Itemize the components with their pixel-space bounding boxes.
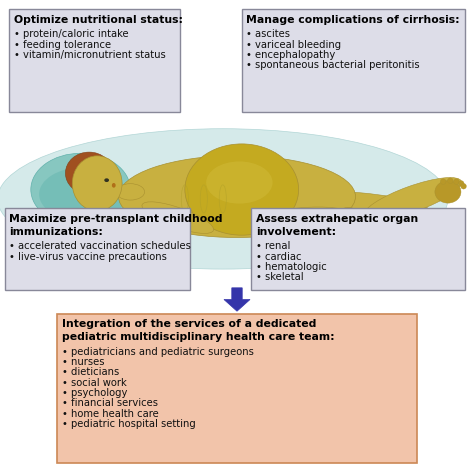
Ellipse shape (112, 183, 116, 188)
Text: • cardiac: • cardiac (256, 252, 301, 262)
Ellipse shape (0, 129, 448, 269)
Ellipse shape (458, 181, 464, 186)
FancyBboxPatch shape (57, 314, 417, 463)
Text: Maximize pre-transplant childhood: Maximize pre-transplant childhood (9, 214, 223, 224)
Ellipse shape (454, 179, 459, 184)
Text: involvement:: involvement: (256, 227, 336, 237)
Ellipse shape (65, 152, 113, 194)
Text: • pediatric hospital setting: • pediatric hospital setting (62, 419, 195, 429)
Text: • encephalopathy: • encephalopathy (246, 50, 336, 60)
Text: • dieticians: • dieticians (62, 367, 119, 377)
Ellipse shape (435, 181, 461, 203)
Text: • variceal bleeding: • variceal bleeding (246, 40, 342, 50)
Polygon shape (224, 288, 250, 311)
Ellipse shape (72, 156, 122, 211)
Circle shape (136, 214, 163, 240)
Text: • feeding tolerance: • feeding tolerance (14, 40, 111, 50)
Ellipse shape (254, 207, 348, 228)
Text: • protein/caloric intake: • protein/caloric intake (14, 29, 129, 39)
Text: Manage complications of cirrhosis:: Manage complications of cirrhosis: (246, 15, 460, 25)
Text: • renal: • renal (256, 241, 291, 251)
Ellipse shape (118, 155, 356, 237)
Ellipse shape (447, 178, 453, 183)
Ellipse shape (461, 183, 466, 189)
Text: immunizations:: immunizations: (9, 227, 103, 237)
Text: • vitamin/micronutrient status: • vitamin/micronutrient status (14, 50, 166, 60)
Ellipse shape (363, 177, 462, 220)
Ellipse shape (142, 202, 214, 234)
Ellipse shape (440, 179, 446, 184)
Text: Optimize nutritional status:: Optimize nutritional status: (14, 15, 183, 25)
Ellipse shape (31, 154, 130, 226)
Text: • accelerated vaccination schedules: • accelerated vaccination schedules (9, 241, 191, 251)
Text: Assess extrahepatic organ: Assess extrahepatic organ (256, 214, 418, 224)
FancyBboxPatch shape (242, 9, 465, 112)
Ellipse shape (104, 178, 109, 182)
Text: Integration of the services of a dedicated: Integration of the services of a dedicat… (62, 319, 316, 329)
Text: • financial services: • financial services (62, 398, 158, 408)
Ellipse shape (251, 191, 431, 226)
Text: • nurses: • nurses (62, 357, 104, 367)
Ellipse shape (116, 183, 145, 200)
Text: • live-virus vaccine precautions: • live-virus vaccine precautions (9, 252, 167, 262)
Circle shape (337, 207, 360, 231)
FancyBboxPatch shape (9, 9, 180, 112)
Text: • pediatricians and pediatric surgeons: • pediatricians and pediatric surgeons (62, 347, 254, 357)
Text: • spontaneous bacterial peritonitis: • spontaneous bacterial peritonitis (246, 60, 420, 70)
FancyBboxPatch shape (5, 208, 190, 290)
Text: • home health care: • home health care (62, 409, 158, 418)
Ellipse shape (206, 161, 273, 204)
Ellipse shape (185, 144, 299, 235)
Text: pediatric multidisciplinary health care team:: pediatric multidisciplinary health care … (62, 332, 334, 342)
Ellipse shape (39, 167, 127, 221)
Text: • hematologic: • hematologic (256, 262, 327, 272)
Text: • skeletal: • skeletal (256, 272, 303, 282)
Text: • social work: • social work (62, 378, 127, 388)
Text: • ascites: • ascites (246, 29, 291, 39)
FancyBboxPatch shape (251, 208, 465, 290)
Text: • psychology: • psychology (62, 388, 127, 398)
